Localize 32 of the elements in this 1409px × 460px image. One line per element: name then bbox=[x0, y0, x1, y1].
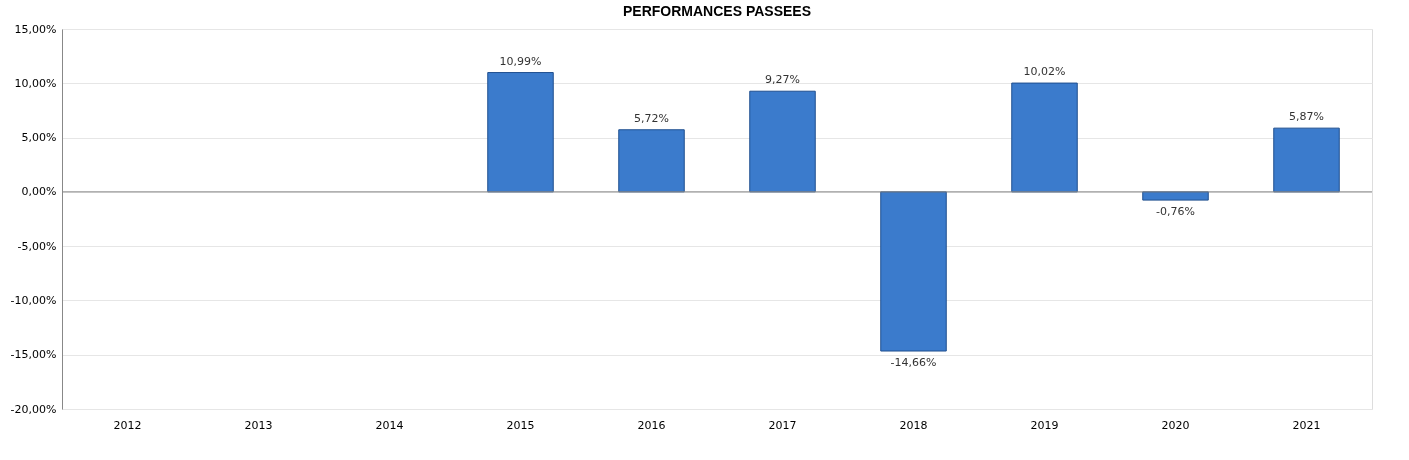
data-label: -14,66% bbox=[890, 356, 937, 370]
x-tick-label: 2014 bbox=[375, 418, 404, 432]
y-tick-label: -20,00% bbox=[10, 402, 57, 416]
y-tick-label: 10,00% bbox=[14, 76, 57, 90]
bar bbox=[487, 72, 554, 193]
bar bbox=[618, 129, 685, 193]
data-label: 5,72% bbox=[634, 111, 669, 125]
y-tick-label: 15,00% bbox=[14, 22, 57, 36]
chart-title: PERFORMANCES PASSEES bbox=[623, 3, 811, 19]
x-tick-label: 2016 bbox=[637, 418, 666, 432]
y-tick-label: -10,00% bbox=[10, 293, 57, 307]
bar bbox=[1273, 127, 1340, 193]
x-tick-label: 2017 bbox=[768, 418, 797, 432]
data-label: 9,27% bbox=[765, 73, 800, 87]
x-tick-label: 2015 bbox=[506, 418, 535, 432]
y-tick-label: -15,00% bbox=[10, 348, 57, 362]
x-tick-label: 2020 bbox=[1161, 418, 1190, 432]
data-label: -0,76% bbox=[1156, 205, 1195, 219]
data-label: 5,87% bbox=[1289, 110, 1324, 124]
x-tick-label: 2013 bbox=[244, 418, 273, 432]
data-label: 10,99% bbox=[499, 54, 542, 68]
x-tick-label: 2019 bbox=[1030, 418, 1059, 432]
y-tick-label: -5,00% bbox=[17, 239, 57, 253]
x-tick-label: 2021 bbox=[1292, 418, 1321, 432]
y-tick-label: 0,00% bbox=[21, 185, 57, 199]
data-label: 10,02% bbox=[1023, 65, 1066, 79]
bar bbox=[1011, 82, 1078, 193]
x-tick-label: 2012 bbox=[113, 418, 142, 432]
bar bbox=[749, 90, 816, 193]
y-tick-label: 5,00% bbox=[21, 131, 57, 145]
x-tick-label: 2018 bbox=[899, 418, 928, 432]
bar bbox=[880, 191, 947, 352]
